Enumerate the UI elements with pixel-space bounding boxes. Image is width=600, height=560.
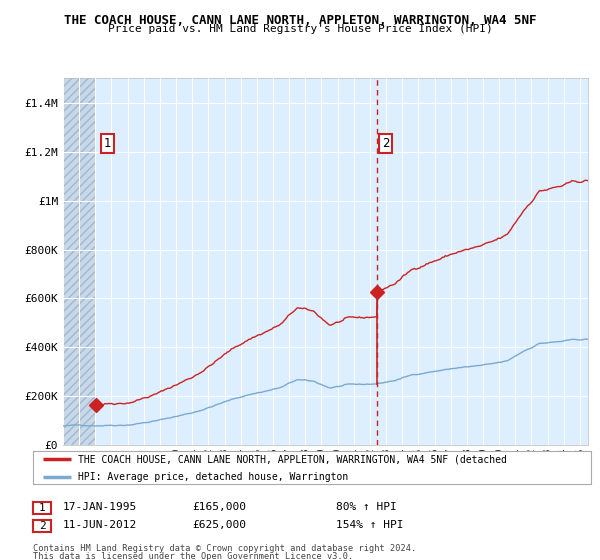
Text: 17-JAN-1995: 17-JAN-1995 xyxy=(63,502,137,512)
Text: 154% ↑ HPI: 154% ↑ HPI xyxy=(336,520,404,530)
Text: 2: 2 xyxy=(382,137,389,150)
Text: £165,000: £165,000 xyxy=(192,502,246,512)
Text: 11-JUN-2012: 11-JUN-2012 xyxy=(63,520,137,530)
Text: £625,000: £625,000 xyxy=(192,520,246,530)
Text: THE COACH HOUSE, CANN LANE NORTH, APPLETON, WARRINGTON, WA4 5NF (detached: THE COACH HOUSE, CANN LANE NORTH, APPLET… xyxy=(77,454,506,464)
Text: 1: 1 xyxy=(104,137,112,150)
Text: Price paid vs. HM Land Registry's House Price Index (HPI): Price paid vs. HM Land Registry's House … xyxy=(107,24,493,34)
Text: HPI: Average price, detached house, Warrington: HPI: Average price, detached house, Warr… xyxy=(77,472,348,482)
Bar xyxy=(63,78,96,445)
Bar xyxy=(63,78,96,445)
Text: This data is licensed under the Open Government Licence v3.0.: This data is licensed under the Open Gov… xyxy=(33,552,353,560)
Text: Contains HM Land Registry data © Crown copyright and database right 2024.: Contains HM Land Registry data © Crown c… xyxy=(33,544,416,553)
Text: 80% ↑ HPI: 80% ↑ HPI xyxy=(336,502,397,512)
Text: 1: 1 xyxy=(38,503,46,513)
Text: 2: 2 xyxy=(38,521,46,531)
Text: THE COACH HOUSE, CANN LANE NORTH, APPLETON, WARRINGTON, WA4 5NF: THE COACH HOUSE, CANN LANE NORTH, APPLET… xyxy=(64,14,536,27)
